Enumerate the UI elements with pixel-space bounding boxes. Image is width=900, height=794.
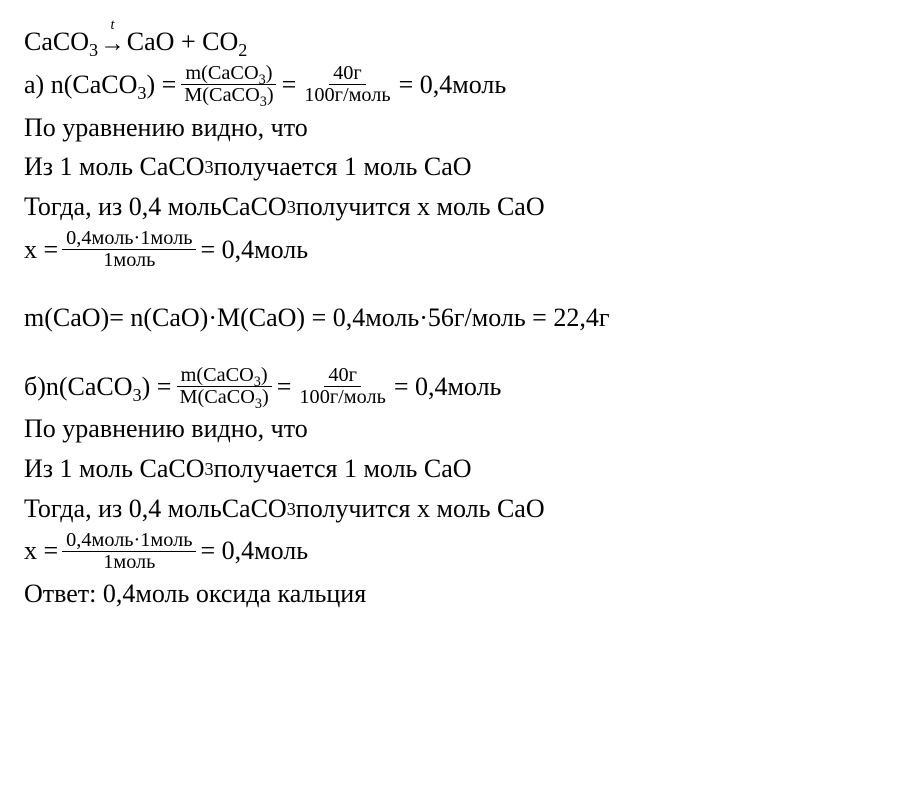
b1-prefix: б)n(CaCO3) = [24, 368, 171, 406]
eq-left: CaCO3 [24, 23, 98, 61]
a1-frac2: 40г 100г/моль [300, 63, 394, 107]
a5-frac: 0,4моль·1моль 1моль [62, 228, 196, 272]
b5-frac: 0,4моль·1моль 1моль [62, 530, 196, 574]
line-b3: Из 1 моль CaCO3 получается 1 моль CaO [24, 450, 876, 488]
line-b6: Ответ: 0,4моль оксида кальция [24, 575, 876, 613]
a1-prefix: а) n(CaCO3) = [24, 66, 176, 104]
b1-frac1: m(CaCO3) M(CaCO3) [175, 365, 272, 409]
line-a3: Из 1 моль CaCO3 получается 1 моль CaO [24, 148, 876, 186]
a1-frac1: m(CaCO3) M(CaCO3) [180, 63, 277, 107]
a1-tail: = 0,4моль [399, 66, 507, 104]
arrow-with-t: t → [100, 18, 125, 57]
a5-prefix: x = [24, 231, 58, 269]
line-a6: m(CaO)= n(CaO)·M(CaO) = 0,4моль·56г/моль… [24, 299, 876, 337]
reaction-equation: CaCO3 t → CaO + CO2 [24, 22, 876, 61]
b5-prefix: x = [24, 532, 58, 570]
line-b5: x = 0,4моль·1моль 1моль = 0,4моль [24, 530, 876, 574]
a1-mid: = [282, 66, 297, 104]
line-b4: Тогда, из 0,4 мольCaCO3 получится х моль… [24, 490, 876, 528]
eq-right: CaO + CO2 [127, 23, 248, 61]
a5-tail: = 0,4моль [200, 231, 308, 269]
b5-tail: = 0,4моль [200, 532, 308, 570]
line-a5: x = 0,4моль·1моль 1моль = 0,4моль [24, 228, 876, 272]
line-a1: а) n(CaCO3) = m(CaCO3) M(CaCO3) = 40г 10… [24, 63, 876, 107]
line-b2: По уравнению видно, что [24, 410, 876, 448]
b1-tail: = 0,4моль [394, 368, 502, 406]
b1-frac2: 40г 100г/моль [295, 365, 389, 409]
line-b1: б)n(CaCO3) = m(CaCO3) M(CaCO3) = 40г 100… [24, 365, 876, 409]
b1-mid: = [277, 368, 292, 406]
line-a4: Тогда, из 0,4 мольCaCO3 получится х моль… [24, 188, 876, 226]
line-a2: По уравнению видно, что [24, 109, 876, 147]
